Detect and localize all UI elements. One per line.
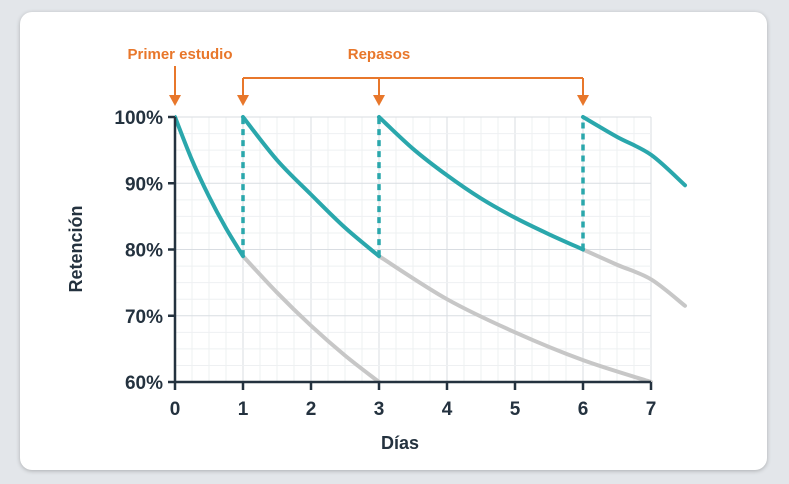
- annotations: Primer estudio Repasos: [127, 46, 589, 106]
- x-tick-label: 0: [170, 399, 181, 420]
- first-study-label: Primer estudio: [127, 46, 232, 63]
- y-tick-label: 60%: [125, 373, 163, 394]
- x-tick-label: 6: [578, 399, 589, 420]
- y-tick-label: 80%: [125, 241, 163, 262]
- y-tick-label: 90%: [125, 174, 163, 195]
- ticks: 0 1 2 3 4 5 6 7 60% 70% 80% 90% 100%: [114, 108, 656, 420]
- x-tick-label: 7: [646, 399, 657, 420]
- x-tick-label: 1: [238, 399, 249, 420]
- chart-card: [20, 12, 767, 470]
- review-arrow-3-head: [577, 95, 589, 106]
- x-tick-label: 3: [374, 399, 385, 420]
- curves: [175, 115, 687, 382]
- forgetting-curve-3: [581, 247, 687, 308]
- reviewed-curve-1: [175, 115, 245, 259]
- x-tick-label: 4: [442, 399, 453, 420]
- reviews-label: Repasos: [348, 46, 411, 63]
- grid: [174, 116, 652, 383]
- reviewed-curve-2: [241, 115, 381, 259]
- x-tick-label: 2: [306, 399, 317, 420]
- y-tick-label: 100%: [114, 108, 163, 129]
- reviewed-curve-3: [377, 115, 585, 252]
- reviewed-curve-4: [581, 115, 687, 188]
- review-arrow-1-head: [237, 95, 249, 106]
- x-axis-title: Días: [381, 433, 419, 453]
- y-axis-title: Retención: [66, 205, 86, 292]
- y-tick-label: 70%: [125, 307, 163, 328]
- first-study-arrow-head: [169, 95, 181, 106]
- forgetting-curve-1: [241, 254, 381, 382]
- review-arrow-2-head: [373, 95, 385, 106]
- x-tick-label: 5: [510, 399, 521, 420]
- forgetting-curve-2: [377, 254, 653, 382]
